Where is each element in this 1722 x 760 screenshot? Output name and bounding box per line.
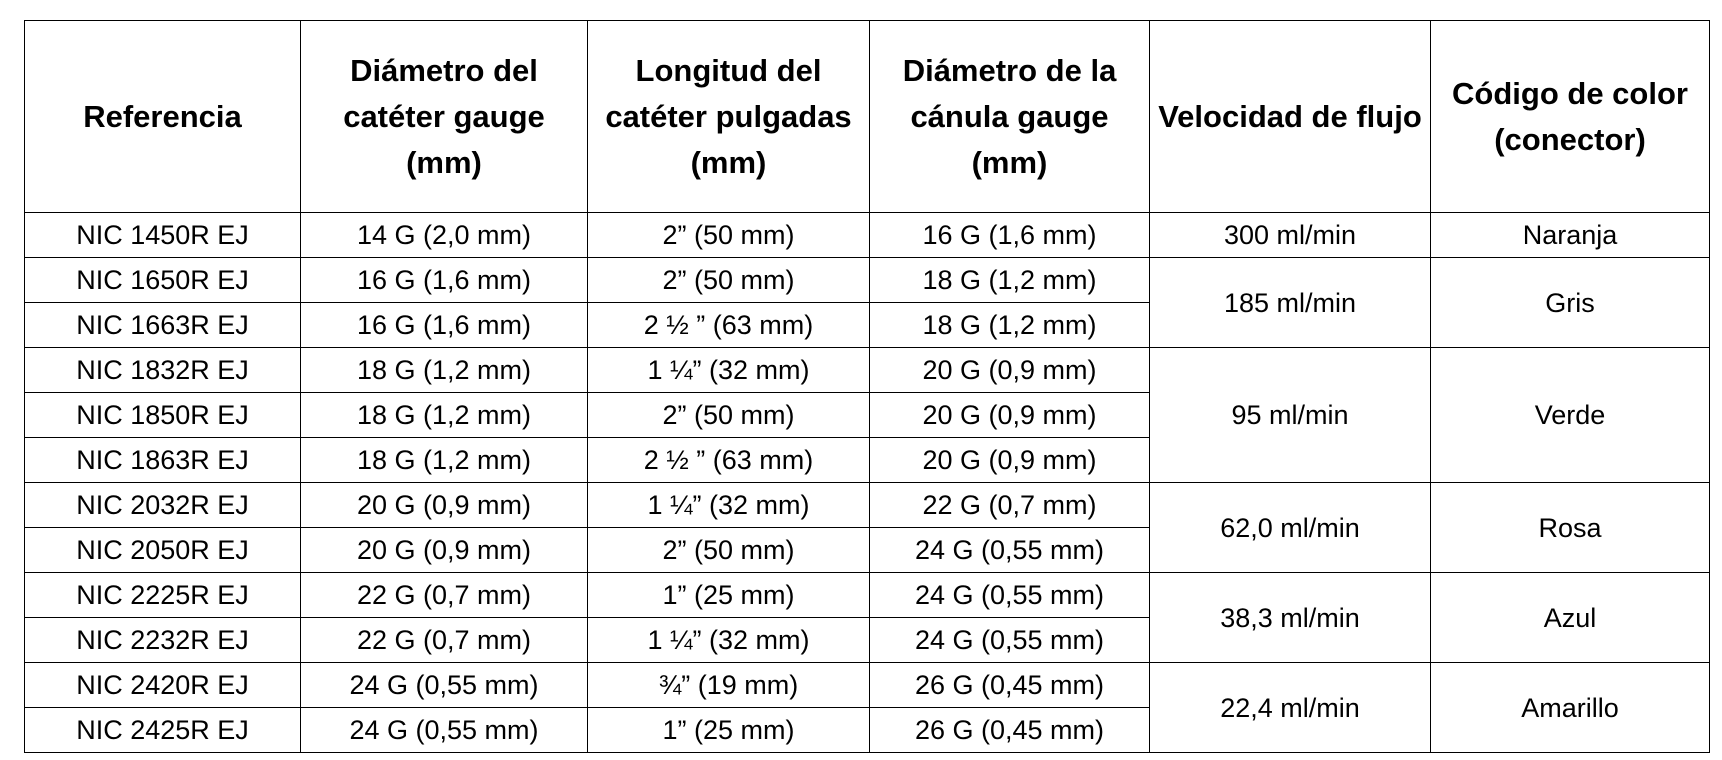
color-cell: Naranja: [1430, 212, 1710, 258]
cell: 22 G (0,7 mm): [869, 482, 1150, 528]
cell: NIC 1850R EJ: [24, 392, 301, 438]
cell: 18 G (1,2 mm): [869, 302, 1150, 348]
header-cell: Diámetro de la cánula gauge (mm): [869, 20, 1150, 213]
color-cell: Gris: [1430, 257, 1710, 348]
cell: NIC 1863R EJ: [24, 437, 301, 483]
cell: 14 G (2,0 mm): [300, 212, 588, 258]
cell: 20 G (0,9 mm): [869, 347, 1150, 393]
cell: 20 G (0,9 mm): [869, 437, 1150, 483]
cell: 1 ¼” (32 mm): [587, 347, 870, 393]
cell: 2 ½ ” (63 mm): [587, 302, 870, 348]
cell: 16 G (1,6 mm): [300, 257, 588, 303]
cell: 2” (50 mm): [587, 257, 870, 303]
cell: NIC 1650R EJ: [24, 257, 301, 303]
cell: 2” (50 mm): [587, 527, 870, 573]
cell: 1” (25 mm): [587, 707, 870, 753]
color-cell: Amarillo: [1430, 662, 1710, 753]
spec-table: Referencia Diámetro del catéter gauge (mm…: [24, 20, 1710, 753]
flow-cell: 185 ml/min: [1149, 257, 1431, 348]
table-row: NIC 2225R EJ 22 G (0,7 mm) 1” (25 mm) 24 G …: [24, 572, 1710, 663]
cell: 18 G (1,2 mm): [300, 392, 588, 438]
cell: 18 G (1,2 mm): [300, 437, 588, 483]
cell: 2 ½ ” (63 mm): [587, 437, 870, 483]
cell: NIC 2420R EJ: [24, 662, 301, 708]
cell: 1 ¼” (32 mm): [587, 482, 870, 528]
table-row: NIC 2050R EJ 20 G (0,9 mm) 2” (50 mm) 24 G …: [24, 527, 1710, 573]
table-row: NIC 2425R EJ 24 G (0,55 mm) 1” (25 mm) 26 G…: [24, 707, 1710, 753]
cell: 20 G (0,9 mm): [300, 527, 588, 573]
header-cell: Referencia: [24, 20, 301, 213]
cell: NIC 2232R EJ: [24, 617, 301, 663]
cell: 20 G (0,9 mm): [869, 392, 1150, 438]
cell: NIC 2050R EJ: [24, 527, 301, 573]
cell: 24 G (0,55 mm): [869, 617, 1150, 663]
table-row: NIC 1650R EJ 16 G (1,6 mm) 2” (50 mm) 18 G …: [24, 257, 1710, 348]
cell: 20 G (0,9 mm): [300, 482, 588, 528]
cell: 22 G (0,7 mm): [300, 572, 588, 618]
header-cell: Longitud del catéter pulgadas (mm): [587, 20, 870, 213]
table-row: NIC 1863R EJ 18 G (1,2 mm) 2 ½ ” (63 mm) 20…: [24, 437, 1710, 483]
color-cell: Azul: [1430, 572, 1710, 663]
table-row: NIC 2232R EJ 22 G (0,7 mm) 1 ¼” (32 mm) 24 …: [24, 617, 1710, 663]
cell: 24 G (0,55 mm): [869, 572, 1150, 618]
cell: 18 G (1,2 mm): [869, 257, 1150, 303]
cell: 22 G (0,7 mm): [300, 617, 588, 663]
header-cell: Velocidad de flujo: [1149, 20, 1431, 213]
cell: 2” (50 mm): [587, 212, 870, 258]
flow-cell: 38,3 ml/min: [1149, 572, 1431, 663]
flow-cell: 300 ml/min: [1149, 212, 1431, 258]
cell: NIC 2032R EJ: [24, 482, 301, 528]
cell: ¾” (19 mm): [587, 662, 870, 708]
header-row: Referencia Diámetro del catéter gauge (mm…: [24, 20, 1710, 213]
table-row: NIC 2420R EJ 24 G (0,55 mm) ¾” (19 mm) 26 G…: [24, 662, 1710, 753]
cell: NIC 2225R EJ: [24, 572, 301, 618]
cell: NIC 2425R EJ: [24, 707, 301, 753]
color-cell: Verde: [1430, 347, 1710, 483]
table-row: NIC 1832R EJ 18 G (1,2 mm) 1 ¼” (32 mm) 20 …: [24, 347, 1710, 483]
table-row: NIC 2032R EJ 20 G (0,9 mm) 1 ¼” (32 mm) 22 …: [24, 482, 1710, 573]
cell: NIC 1663R EJ: [24, 302, 301, 348]
cell: 16 G (1,6 mm): [300, 302, 588, 348]
table-body: NIC 1450R EJ 14 G (2,0 mm) 2” (50 mm) 16 G …: [24, 212, 1710, 753]
cell: 2” (50 mm): [587, 392, 870, 438]
header-cell: Código de color (conector): [1430, 20, 1710, 213]
table-row: NIC 1450R EJ 14 G (2,0 mm) 2” (50 mm) 16 G …: [24, 212, 1710, 258]
color-cell: Rosa: [1430, 482, 1710, 573]
cell: 24 G (0,55 mm): [300, 662, 588, 708]
cell: 16 G (1,6 mm): [869, 212, 1150, 258]
cell: 26 G (0,45 mm): [869, 662, 1150, 708]
cell: 1 ¼” (32 mm): [587, 617, 870, 663]
flow-cell: 62,0 ml/min: [1149, 482, 1431, 573]
cell: NIC 1832R EJ: [24, 347, 301, 393]
cell: 18 G (1,2 mm): [300, 347, 588, 393]
cell: NIC 1450R EJ: [24, 212, 301, 258]
cell: 24 G (0,55 mm): [300, 707, 588, 753]
cell: 26 G (0,45 mm): [869, 707, 1150, 753]
cell: 24 G (0,55 mm): [869, 527, 1150, 573]
cell: 1” (25 mm): [587, 572, 870, 618]
flow-cell: 22,4 ml/min: [1149, 662, 1431, 753]
header-cell: Diámetro del catéter gauge (mm): [300, 20, 588, 213]
flow-cell: 95 ml/min: [1149, 347, 1431, 483]
